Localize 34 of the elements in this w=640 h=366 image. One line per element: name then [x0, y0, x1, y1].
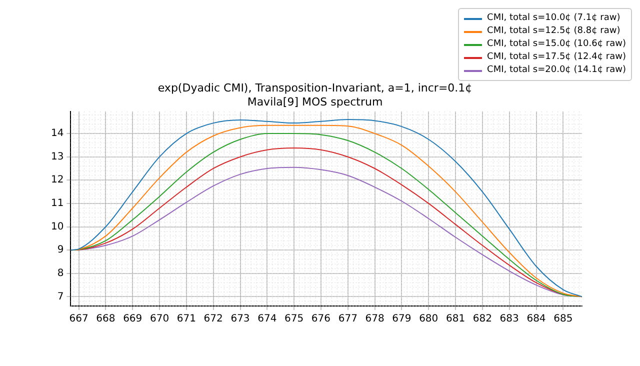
x-tick-label: 675 [284, 314, 304, 325]
y-tick-label: 10 [50, 221, 64, 232]
legend-label: CMI, total s=17.5¢ (12.4¢ raw) [487, 51, 626, 64]
x-tick-label: 677 [338, 314, 358, 325]
legend-label: CMI, total s=10.0¢ (7.1¢ raw) [487, 12, 620, 25]
y-tick-label: 9 [57, 244, 64, 256]
x-tick-label: 671 [176, 314, 196, 325]
x-tick-label: 685 [554, 314, 573, 325]
legend-label: CMI, total s=12.5¢ (8.8¢ raw) [487, 25, 620, 38]
x-tick-label: 678 [365, 314, 384, 325]
y-tick-label: 12 [50, 174, 64, 186]
x-tick-label: 674 [258, 314, 277, 325]
x-tick-label: 669 [123, 314, 142, 325]
x-tick-label: 672 [204, 314, 223, 325]
legend-label: CMI, total s=20.0¢ (14.1¢ raw) [487, 64, 626, 77]
y-tick-label: 11 [50, 198, 64, 210]
x-tick-label: 668 [96, 314, 116, 325]
x-tick-label: 681 [446, 314, 466, 325]
x-tick-label: 673 [230, 314, 250, 325]
legend-label: CMI, total s=15.0¢ (10.6¢ raw) [487, 38, 626, 51]
y-tick-label: 14 [50, 128, 64, 140]
x-tick-label: 670 [150, 314, 170, 325]
x-tick-label: 682 [472, 314, 492, 325]
y-tick-label: 8 [57, 268, 64, 279]
x-tick-label: 683 [500, 314, 519, 325]
x-tick-label: 676 [311, 314, 331, 325]
x-tick-label: 667 [69, 314, 88, 325]
chart-subtitle: Mavila[9] MOS spectrum [247, 96, 383, 109]
x-tick-label: 680 [419, 314, 438, 325]
x-tick-label: 684 [526, 314, 546, 325]
x-tick-label: 679 [392, 314, 412, 325]
y-tick-label: 7 [57, 291, 64, 302]
y-tick-label: 13 [50, 151, 64, 162]
chart-title: exp(Dyadic CMI), Transposition-Invariant, a=1, incr=0.1¢ [158, 81, 472, 94]
